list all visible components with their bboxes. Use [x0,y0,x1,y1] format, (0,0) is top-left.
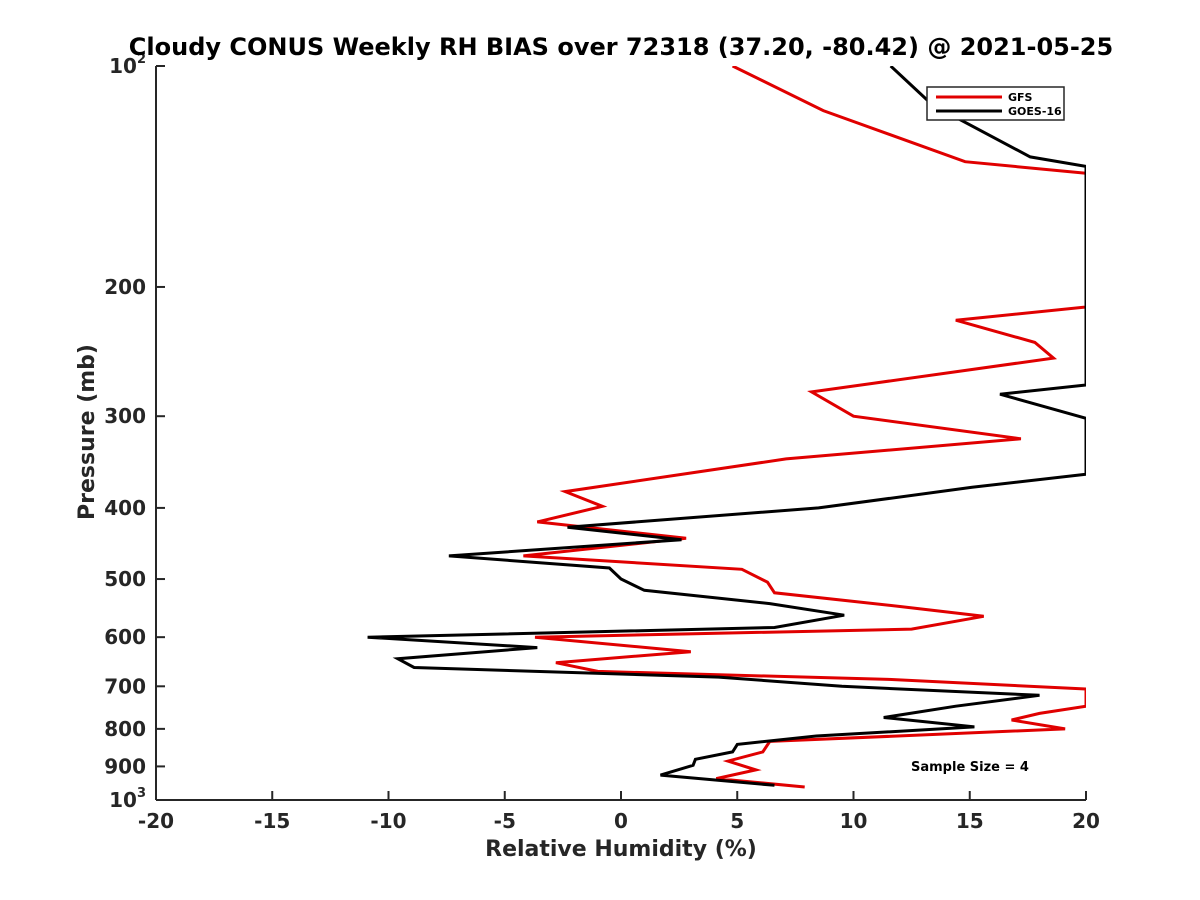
legend-box [926,86,1065,121]
axes: -20 -15 -10 -5 0 5 10 15 20 102 200 300 400 500 600 700… [104,52,1100,833]
y-tick-label: 103 [109,786,146,812]
series-line-gfs [523,66,1086,789]
x-tick-label: 15 [956,809,984,833]
x-tick-label: 20 [1072,809,1100,833]
y-tick-label: 102 [109,52,146,78]
x-tick-label: -10 [370,809,406,833]
x-tick-label: 0 [614,809,628,833]
sample-size-annotation: Sample Size = 4 [911,760,1029,775]
x-tick-label: -5 [494,809,516,833]
series-line-goes-16 [367,66,1086,787]
y-tick-label: 800 [104,717,146,741]
plot-lines [367,66,1086,789]
x-tick-label: 5 [730,809,744,833]
x-axis-label: Relative Humidity (%) [485,837,757,862]
y-tick-label: 600 [104,625,146,649]
y-tick-label: 700 [104,674,146,698]
y-tick-label: 200 [104,275,146,299]
chart-title: Cloudy CONUS Weekly RH BIAS over 72318 (… [129,33,1113,61]
y-tick-label: 500 [104,567,146,591]
x-tick-label: -20 [138,809,174,833]
legend-label: GFS [1008,91,1033,104]
y-tick-label: 300 [104,404,146,428]
x-tick-label: -15 [254,809,290,833]
y-axis-label: Pressure (mb) [75,344,100,520]
x-tick-label: 10 [840,809,868,833]
legend-label: GOES-16 [1008,105,1062,118]
y-tick-label: 900 [104,754,146,778]
y-tick-label: 400 [104,496,146,520]
